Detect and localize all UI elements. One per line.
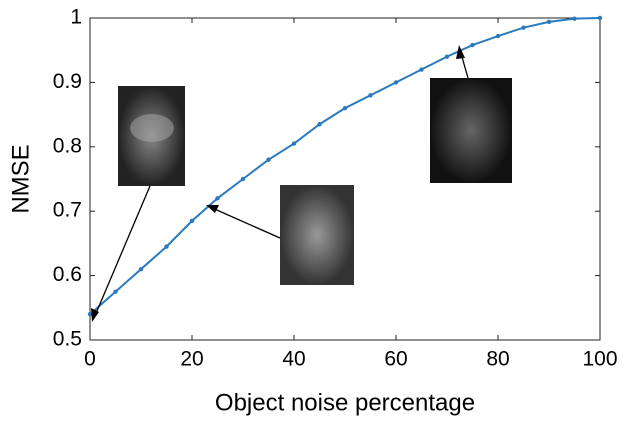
point [521,25,526,30]
point [572,16,577,21]
point [240,176,246,182]
point [113,289,118,294]
point [393,80,399,85]
x-tick-label: 20 [180,348,203,371]
point [419,67,424,72]
point [266,157,271,162]
x-tick-label: 80 [486,348,509,371]
point [215,196,220,201]
point [368,93,373,98]
y-tick-label: 0.6 [53,263,82,286]
arrow [93,185,151,319]
y-tick-label: 0.7 [53,199,82,222]
point [546,19,552,25]
y-tick-label: 0.9 [53,70,82,93]
point [138,266,144,272]
x-axis-label: Object noise percentage [215,389,475,416]
point [342,105,348,111]
point [317,122,322,127]
arrow-head [91,308,99,322]
point [164,244,169,249]
inset-image [430,78,512,183]
y-tick-label: 1 [70,6,82,29]
plot-frame [89,17,601,341]
arrow-head [206,205,219,213]
point [597,15,603,21]
insets [91,45,512,322]
inset-detail [130,114,174,142]
y-tick-label: 0.5 [53,328,82,351]
x-tick-label: 60 [384,348,407,371]
inset-image [280,185,354,285]
x-tick-label: 100 [582,348,617,371]
point [444,54,450,59]
y-tick-label: 0.8 [53,134,82,157]
point [189,218,195,224]
arrow [209,206,281,239]
x-tick-label: 0 [84,348,96,371]
point [291,141,297,146]
point [470,42,475,48]
y-axis-label: NMSE [7,144,34,213]
point [87,312,93,317]
point [495,33,501,39]
x-tick-label: 40 [282,348,305,371]
arrow-head [456,45,465,59]
